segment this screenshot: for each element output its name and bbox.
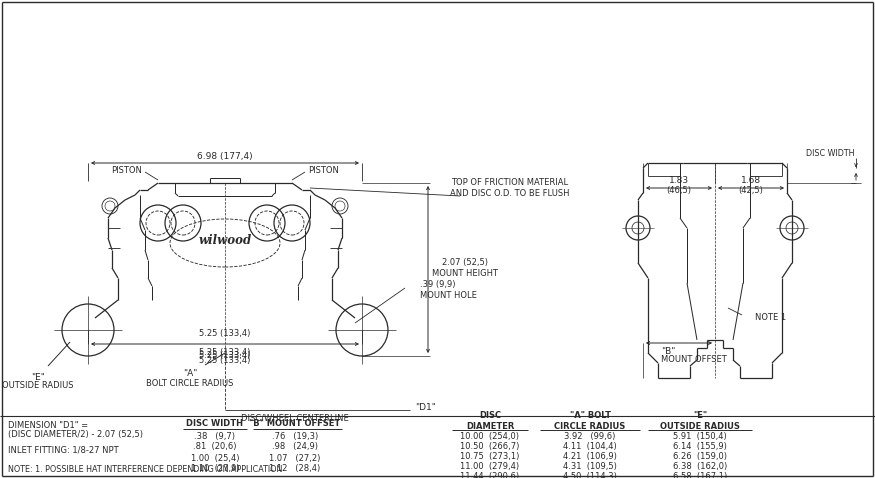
Text: 10.00  (254,0): 10.00 (254,0) [460, 433, 520, 442]
Text: 11.44  (290,6): 11.44 (290,6) [460, 472, 520, 478]
Text: 1.12   (28,4): 1.12 (28,4) [270, 465, 320, 474]
Text: 5.91  (150,4): 5.91 (150,4) [673, 433, 727, 442]
Text: 1.83: 1.83 [669, 175, 690, 185]
Text: "A" BOLT
CIRCLE RADIUS: "A" BOLT CIRCLE RADIUS [555, 411, 626, 431]
Text: 4.31  (109,5): 4.31 (109,5) [564, 463, 617, 471]
Text: 1.07   (27,2): 1.07 (27,2) [270, 454, 321, 463]
Text: DISC/WHEEL CENTERLINE: DISC/WHEEL CENTERLINE [242, 413, 349, 423]
Text: MOUNT HOLE: MOUNT HOLE [420, 291, 477, 300]
Text: NOTE 1: NOTE 1 [755, 314, 786, 323]
Text: 6.26  (159,0): 6.26 (159,0) [673, 453, 727, 461]
Text: 6.98 (177,4): 6.98 (177,4) [197, 152, 253, 161]
Text: .39 (9,9): .39 (9,9) [420, 281, 456, 290]
Text: 2.07 (52,5): 2.07 (52,5) [442, 259, 488, 268]
Text: 5.25 (133,4): 5.25 (133,4) [200, 351, 251, 360]
Text: 6.38  (162,0): 6.38 (162,0) [673, 463, 727, 471]
Text: 5.25 (133,4): 5.25 (133,4) [200, 329, 251, 338]
Text: BOLT CIRCLE RADIUS: BOLT CIRCLE RADIUS [146, 379, 234, 388]
Text: "B": "B" [661, 347, 676, 356]
Text: "A": "A" [183, 369, 197, 378]
Text: 11.00  (279,4): 11.00 (279,4) [460, 463, 520, 471]
Text: 3.92   (99,6): 3.92 (99,6) [564, 433, 616, 442]
Text: (46,5): (46,5) [667, 185, 691, 195]
Text: DIMENSION "D1" =: DIMENSION "D1" = [8, 422, 88, 431]
Text: PISTON: PISTON [308, 165, 339, 174]
Text: DISC
DIAMETER: DISC DIAMETER [466, 411, 514, 431]
Text: "E": "E" [31, 372, 45, 381]
Text: "D1": "D1" [415, 402, 436, 412]
Text: INLET FITTING: 1/8-27 NPT: INLET FITTING: 1/8-27 NPT [8, 445, 119, 455]
Text: 4.50  (114,3): 4.50 (114,3) [564, 472, 617, 478]
Text: "B" MOUNT OFFSET: "B" MOUNT OFFSET [249, 420, 340, 428]
Text: DISC WIDTH: DISC WIDTH [186, 420, 243, 428]
Text: 4.21  (106,9): 4.21 (106,9) [564, 453, 617, 461]
Text: 1.10  (27,9): 1.10 (27,9) [191, 465, 240, 474]
Text: .81  (20,6): .81 (20,6) [193, 443, 237, 452]
Text: .98   (24,9): .98 (24,9) [272, 443, 318, 452]
Text: PISTON: PISTON [111, 165, 142, 174]
Text: .76   (19,3): .76 (19,3) [272, 432, 318, 441]
Text: OUTSIDE RADIUS: OUTSIDE RADIUS [3, 381, 74, 391]
Text: .38   (9,7): .38 (9,7) [194, 432, 235, 441]
Text: "E"
OUTSIDE RADIUS: "E" OUTSIDE RADIUS [660, 411, 740, 431]
Text: wilwood: wilwood [199, 233, 252, 247]
Text: MOUNT HEIGHT: MOUNT HEIGHT [432, 269, 498, 278]
Text: DISC WIDTH: DISC WIDTH [806, 149, 854, 157]
Text: 5.25 (133,4): 5.25 (133,4) [200, 348, 251, 357]
Text: 10.50  (266,7): 10.50 (266,7) [460, 443, 520, 452]
Text: (DISC DIAMETER/2) - 2.07 (52,5): (DISC DIAMETER/2) - 2.07 (52,5) [8, 431, 143, 439]
Text: 10.75  (273,1): 10.75 (273,1) [460, 453, 520, 461]
Text: 5.25 (133,4): 5.25 (133,4) [200, 357, 251, 366]
Text: MOUNT OFFSET: MOUNT OFFSET [661, 356, 727, 365]
Text: NOTE: 1. POSSIBLE HAT INTERFERENCE DEPENDING ON APPLICATION: NOTE: 1. POSSIBLE HAT INTERFERENCE DEPEN… [8, 466, 283, 475]
Text: 1.00  (25,4): 1.00 (25,4) [191, 454, 239, 463]
Text: 4.11  (104,4): 4.11 (104,4) [564, 443, 617, 452]
Text: 6.14  (155,9): 6.14 (155,9) [673, 443, 727, 452]
Text: 6.58  (167,1): 6.58 (167,1) [673, 472, 727, 478]
Text: (42,5): (42,5) [738, 185, 763, 195]
Text: 1.68: 1.68 [741, 175, 761, 185]
Text: TOP OF FRICTION MATERIAL
AND DISC O.D. TO BE FLUSH: TOP OF FRICTION MATERIAL AND DISC O.D. T… [451, 178, 570, 198]
